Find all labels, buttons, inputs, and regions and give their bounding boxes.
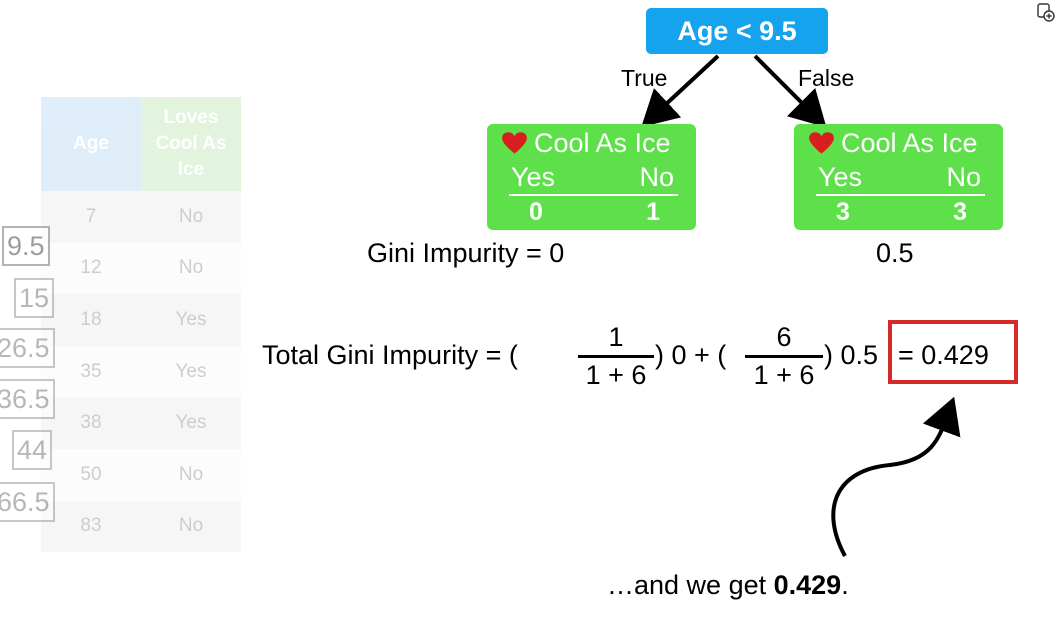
threshold-box: 44 (12, 430, 53, 470)
age-column-header: Age (41, 97, 141, 191)
false-branch-label: False (798, 65, 855, 91)
fraction-right: 6 1 + 6 (745, 322, 823, 391)
leaf-yes-label: Yes (511, 162, 556, 192)
equation-suffix: ) 0.5 (824, 340, 879, 370)
leaf-title-text: Cool As Ice (841, 128, 978, 158)
age-cell: 35 (80, 360, 102, 382)
leaf-yes-count: 3 (836, 198, 850, 226)
loves-cell: No (178, 257, 204, 279)
false-branch-arrow (753, 54, 827, 128)
age-cell: 38 (80, 412, 102, 434)
leaf-no-count: 1 (646, 198, 660, 226)
left-gini-impurity: Gini Impurity = 0 (367, 238, 565, 268)
equation-prefix: Total Gini Impurity = ( (262, 340, 518, 370)
loves-cell: Yes (175, 308, 207, 330)
threshold-box: 66.5 (0, 482, 55, 522)
fraction-bar (578, 355, 654, 358)
table-body: 7 No 12 No 18 Yes 35 Yes 38 Yes 50 No 83 No (41, 191, 241, 553)
table-row: 50 No (41, 448, 241, 501)
leaf-no-label: No (946, 162, 981, 192)
table-row: 38 Yes (41, 397, 241, 449)
loves-cell: Yes (175, 412, 207, 434)
leaf-yes-count: 0 (529, 198, 543, 226)
table-row: 12 No (41, 242, 241, 295)
threshold-box: 36.5 (0, 379, 55, 419)
threshold-box: 15 (14, 278, 55, 318)
root-node: Age < 9.5 (646, 8, 828, 54)
true-branch-arrow (641, 54, 720, 128)
screen-share-icon[interactable] (1037, 3, 1055, 23)
caption: …and we get 0.429. (607, 570, 849, 601)
equation-middle: ) 0 + ( (655, 340, 727, 370)
caption-end: . (841, 570, 849, 600)
left-leaf-node: Cool As Ice Yes No 0 1 (487, 124, 696, 230)
heart-icon (502, 132, 527, 154)
leaf-title: Cool As Ice (501, 128, 671, 159)
age-cell: 18 (80, 308, 102, 330)
threshold-box: 9.5 (2, 226, 50, 266)
heart-icon (809, 132, 834, 154)
age-cell: 12 (80, 257, 102, 279)
table-header: Age Loves Cool As Ice (41, 97, 241, 191)
leaf-no-label: No (639, 162, 674, 192)
data-table: Age Loves Cool As Ice 7 No 12 No 18 Yes 35 Y… (41, 97, 241, 553)
caption-text: …and we get (607, 570, 774, 600)
fraction-left: 1 1 + 6 (578, 322, 654, 391)
result-highlight-box (888, 320, 1018, 384)
leaf-divider (816, 194, 985, 196)
age-cell: 50 (80, 463, 102, 485)
table-row: 7 No (41, 191, 241, 243)
loves-cell: No (178, 205, 204, 227)
equation-result: = 0.429 (898, 340, 989, 370)
true-branch-label: True (621, 65, 668, 91)
age-cell: 83 (80, 515, 102, 537)
loves-cell: Yes (175, 360, 207, 382)
table-row: 18 Yes (41, 294, 241, 346)
fraction-denominator: 1 + 6 (753, 360, 815, 390)
table-row: 35 Yes (41, 345, 241, 398)
leaf-divider (509, 194, 678, 196)
table-row: 83 No (41, 500, 241, 553)
leaf-title: Cool As Ice (808, 128, 978, 159)
leaf-no-count: 3 (953, 198, 967, 226)
leaf-yes-label: Yes (818, 162, 863, 192)
fraction-numerator: 6 (776, 322, 792, 352)
loves-cell: No (178, 463, 204, 485)
caption-value: 0.429 (773, 570, 842, 600)
loves-column-header: Loves Cool As Ice (141, 97, 241, 191)
threshold-box: 26.5 (0, 328, 55, 368)
right-gini-impurity: 0.5 (876, 238, 914, 268)
fraction-numerator: 1 (608, 322, 624, 352)
fraction-bar (745, 355, 823, 358)
fraction-denominator: 1 + 6 (585, 360, 647, 390)
age-cell: 7 (85, 205, 97, 227)
loves-cell: No (178, 515, 204, 537)
right-leaf-node: Cool As Ice Yes No 3 3 (794, 124, 1003, 230)
curved-pointer-arrow (831, 396, 961, 557)
leaf-title-text: Cool As Ice (534, 128, 671, 158)
